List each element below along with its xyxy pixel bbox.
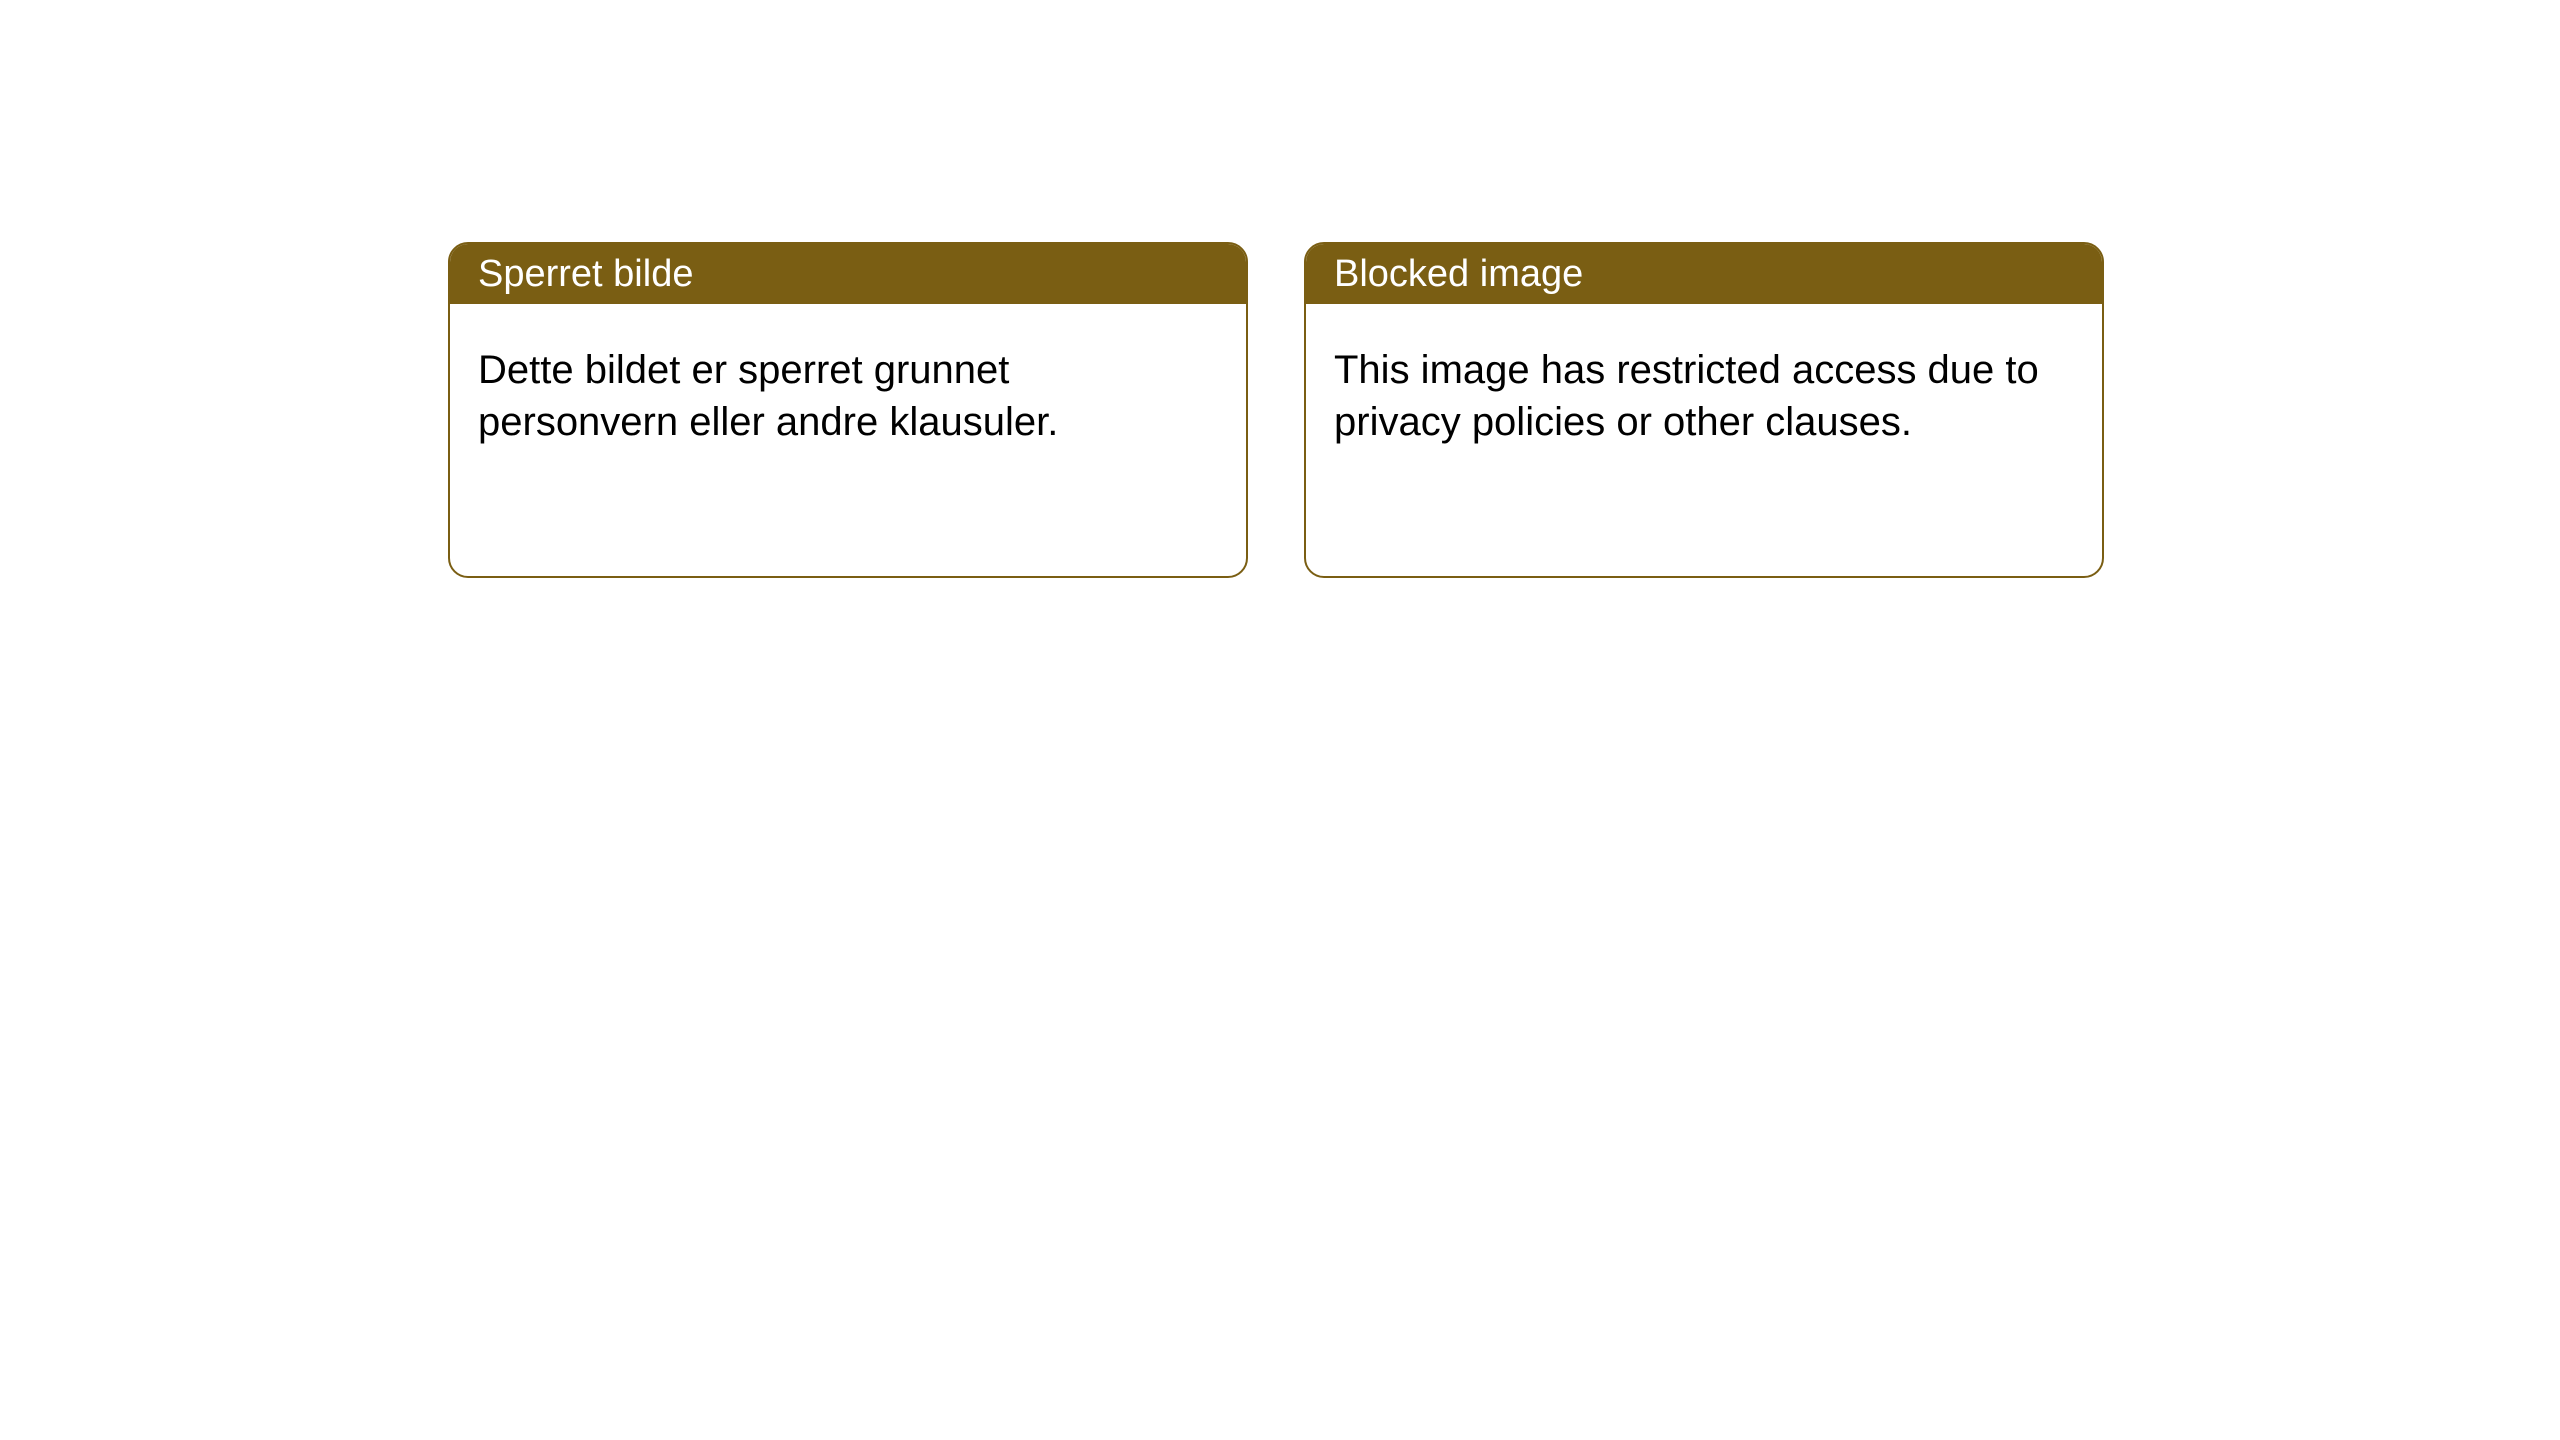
- notice-title: Sperret bilde: [478, 253, 693, 296]
- notice-message: This image has restricted access due to …: [1334, 348, 2039, 444]
- notice-header-norwegian: Sperret bilde: [450, 244, 1246, 304]
- notice-body-english: This image has restricted access due to …: [1306, 304, 2102, 476]
- notice-card-norwegian: Sperret bilde Dette bildet er sperret gr…: [448, 242, 1248, 578]
- notice-card-english: Blocked image This image has restricted …: [1304, 242, 2104, 578]
- notice-title: Blocked image: [1334, 253, 1583, 296]
- notice-header-english: Blocked image: [1306, 244, 2102, 304]
- notice-body-norwegian: Dette bildet er sperret grunnet personve…: [450, 304, 1246, 476]
- notice-container: Sperret bilde Dette bildet er sperret gr…: [0, 0, 2560, 578]
- notice-message: Dette bildet er sperret grunnet personve…: [478, 348, 1058, 444]
